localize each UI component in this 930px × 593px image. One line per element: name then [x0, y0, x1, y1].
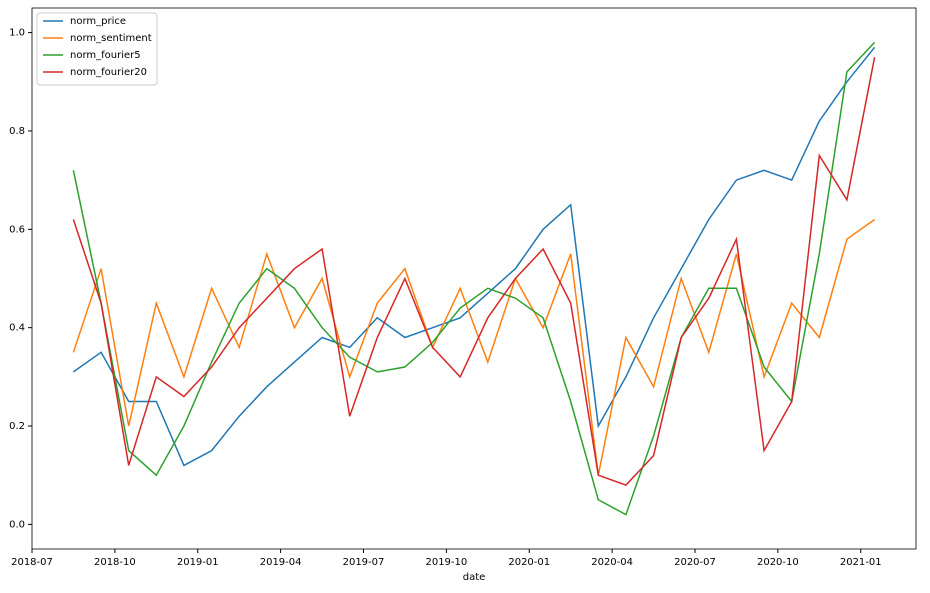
y-tick-label: 1.0 [9, 28, 25, 39]
x-axis-label: date [463, 572, 486, 583]
y-tick-label: 0.4 [9, 323, 25, 334]
x-tick-label: 2019-04 [260, 557, 302, 568]
x-tick-label: 2020-10 [757, 557, 799, 568]
legend-label: norm_fourier5 [70, 50, 141, 61]
x-tick-label: 2019-10 [425, 557, 467, 568]
plot-frame [31, 7, 917, 550]
series-line [72, 41, 876, 516]
x-tick-label: 2021-01 [840, 557, 882, 568]
series-line [72, 57, 876, 486]
y-tick-label: 0.8 [9, 126, 25, 137]
x-tick-label: 2019-01 [177, 557, 219, 568]
x-tick-label: 2020-01 [508, 557, 550, 568]
y-tick-label: 0.6 [9, 224, 25, 235]
legend-box [36, 12, 158, 86]
x-tick-label: 2018-10 [94, 557, 136, 568]
legend-label: norm_fourier20 [70, 67, 147, 78]
series-line [72, 46, 876, 467]
legend-label: norm_price [70, 16, 126, 27]
legend-label: norm_sentiment [70, 33, 152, 44]
x-tick-label: 2018-07 [11, 557, 53, 568]
y-tick-label: 0.0 [9, 519, 25, 530]
x-tick-label: 2019-07 [343, 557, 385, 568]
y-tick-label: 0.2 [9, 421, 25, 432]
x-tick-label: 2020-07 [674, 557, 716, 568]
x-tick-label: 2020-04 [591, 557, 633, 568]
